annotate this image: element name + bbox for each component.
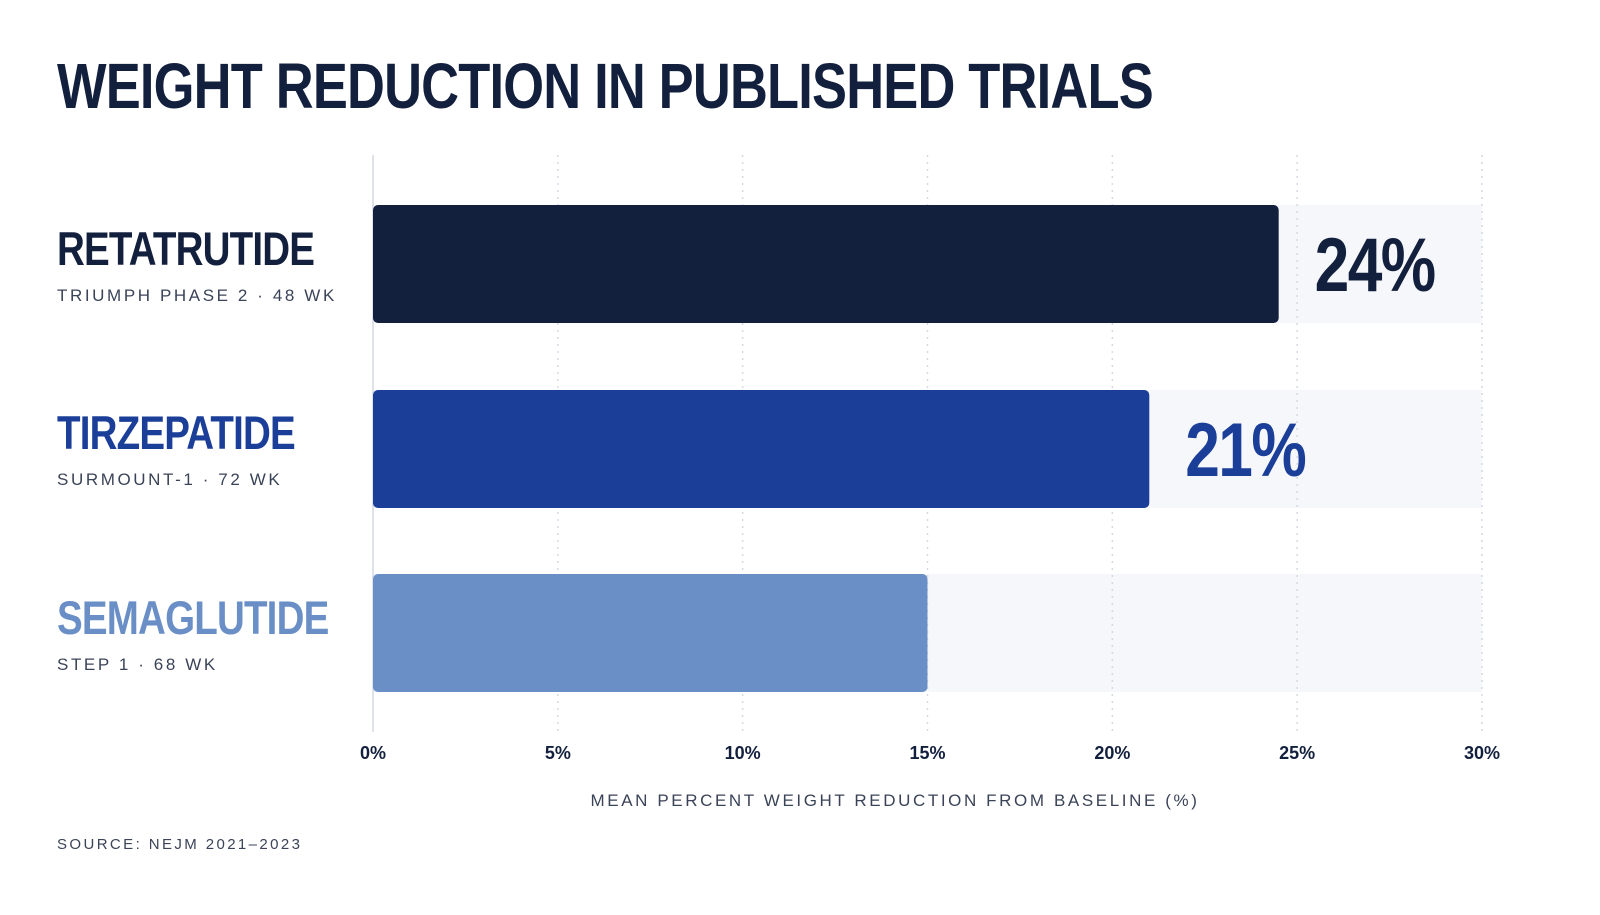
bar	[373, 390, 1150, 508]
category-label: RETATRUTIDE	[57, 222, 315, 275]
source-note: SOURCE: NEJM 2021–2023	[57, 836, 303, 853]
trial-subtitle: TRIUMPH PHASE 2 · 48 WK	[57, 286, 337, 305]
x-tick-label: 0%	[360, 743, 386, 763]
x-axis-title: MEAN PERCENT WEIGHT REDUCTION FROM BASEL…	[590, 791, 1200, 810]
row-label-tirzepatide: TIRZEPATIDE SURMOUNT-1 · 72 WK	[57, 406, 347, 490]
x-tick-label: 5%	[545, 743, 571, 763]
chart-title: WEIGHT REDUCTION IN PUBLISHED TRIALS	[57, 50, 1154, 122]
x-tick-label: 15%	[909, 743, 945, 763]
bar	[373, 205, 1279, 323]
x-tick-label: 25%	[1279, 743, 1315, 763]
x-tick-label: 20%	[1094, 743, 1130, 763]
trial-subtitle: SURMOUNT-1 · 72 WK	[57, 470, 283, 489]
x-tick-label: 10%	[725, 743, 761, 763]
category-label: TIRZEPATIDE	[57, 406, 296, 459]
category-label: SEMAGLUTIDE	[57, 591, 329, 644]
x-tick-label: 30%	[1464, 743, 1500, 763]
trial-subtitle: STEP 1 · 68 WK	[57, 655, 218, 674]
bar-value-label: 24%	[1315, 222, 1435, 307]
bar	[373, 574, 928, 692]
bar-value-label: 21%	[1185, 407, 1305, 492]
row-label-retatrutide: RETATRUTIDE TRIUMPH PHASE 2 · 48 WK	[57, 222, 371, 306]
row-label-semaglutide: SEMAGLUTIDE STEP 1 · 68 WK	[57, 591, 388, 675]
